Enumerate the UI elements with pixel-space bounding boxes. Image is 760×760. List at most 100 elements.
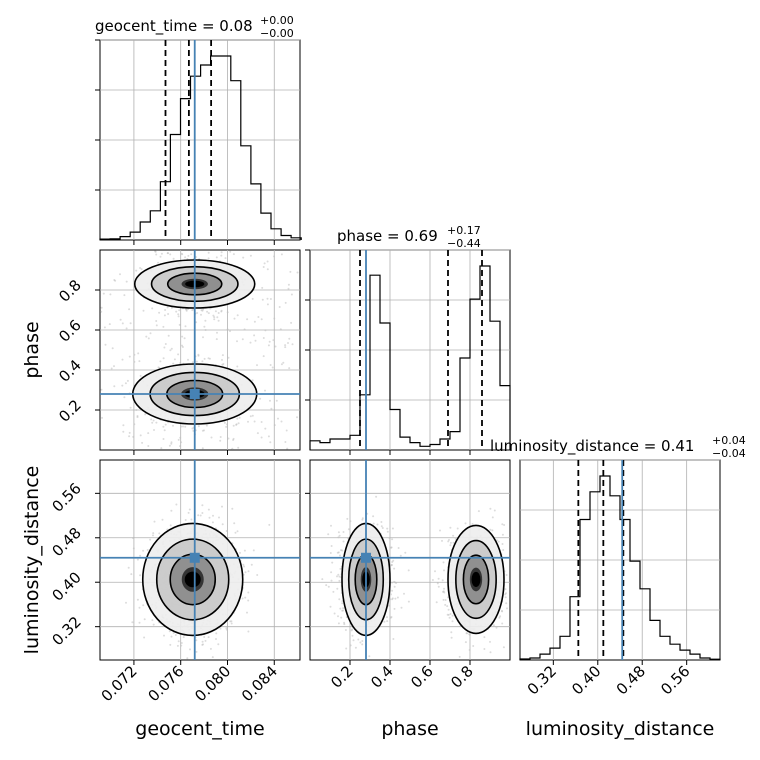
scatter-point <box>342 540 345 543</box>
scatter-point <box>125 280 128 283</box>
scatter-point <box>139 574 142 577</box>
scatter-point <box>338 575 341 578</box>
scatter-point <box>387 604 390 607</box>
scatter-point <box>389 598 392 601</box>
scatter-point <box>349 644 352 647</box>
scatter-point <box>216 316 219 319</box>
scatter-point <box>501 523 504 526</box>
scatter-point <box>181 344 183 347</box>
scatter-point <box>232 253 235 256</box>
x-tick-label-luminosity_distance: 0.40 <box>568 662 604 698</box>
scatter-point <box>152 623 155 626</box>
scatter-point <box>437 585 440 588</box>
contour-line <box>455 539 497 620</box>
scatter-point <box>219 627 222 630</box>
scatter-point <box>169 643 172 646</box>
scatter-point <box>249 341 252 344</box>
scatter-point <box>121 358 124 361</box>
scatter-point <box>162 438 165 440</box>
scatter-point <box>207 508 210 511</box>
scatter-point <box>266 303 269 306</box>
scatter-point <box>154 250 157 253</box>
scatter-point <box>145 335 148 338</box>
scatter-point <box>139 554 142 557</box>
scatter-point <box>249 254 252 257</box>
scatter-point <box>170 306 173 309</box>
scatter-point <box>139 374 142 377</box>
scatter-point <box>241 597 244 600</box>
scatter-point <box>133 353 136 356</box>
scatter-point <box>221 505 223 508</box>
scatter-point <box>152 532 155 535</box>
scatter-point <box>190 253 193 256</box>
scatter-point <box>237 446 240 449</box>
scatter-point <box>204 319 207 322</box>
scatter-point <box>113 385 116 388</box>
scatter-point <box>195 360 198 363</box>
scatter-point <box>349 520 352 523</box>
scatter-point <box>451 620 454 623</box>
scatter-point <box>232 424 235 427</box>
scatter-point <box>391 581 393 584</box>
scatter-point <box>177 353 180 356</box>
scatter-point <box>161 518 164 521</box>
scatter-point <box>242 563 245 566</box>
scatter-point <box>164 309 167 311</box>
scatter-point <box>341 609 344 612</box>
scatter-point <box>505 602 508 605</box>
scatter-point <box>192 429 195 432</box>
scatter-point <box>177 438 180 441</box>
scatter-point <box>225 425 228 428</box>
scatter-point <box>275 399 278 402</box>
scatter-point <box>172 257 175 260</box>
scatter-point <box>131 537 134 539</box>
scatter-point <box>183 337 186 340</box>
scatter-point <box>218 516 220 519</box>
scatter-point <box>195 639 198 642</box>
scatter-point <box>271 366 274 369</box>
scatter-point <box>272 339 275 342</box>
scatter-point <box>330 524 332 527</box>
xlabel-luminosity-distance: luminosity_distance <box>526 718 715 740</box>
scatter-point <box>407 600 410 603</box>
scatter-point <box>184 425 187 428</box>
scatter-point <box>243 328 246 331</box>
scatter-point <box>256 364 258 367</box>
scatter-point <box>289 270 292 273</box>
scatter-point <box>452 541 455 544</box>
scatter-point <box>175 503 178 506</box>
histogram-step <box>99 55 302 240</box>
scatter-point <box>136 416 139 419</box>
scatter-point <box>108 323 111 326</box>
scatter-point <box>146 549 149 551</box>
scatter-point <box>214 310 217 313</box>
scatter-point <box>138 360 141 363</box>
scatter-point <box>352 639 355 642</box>
scatter-point <box>142 604 145 607</box>
scatter-point <box>502 549 505 551</box>
scatter-point <box>162 325 165 328</box>
scatter-point <box>361 518 364 521</box>
xlabel-geocent-time: geocent_time <box>135 718 264 740</box>
scatter-point <box>180 441 183 444</box>
scatter-point <box>375 495 378 498</box>
scatter-point <box>330 545 333 547</box>
scatter-point <box>180 425 183 428</box>
scatter-point <box>242 256 245 259</box>
scatter-point <box>336 551 339 554</box>
scatter-point <box>446 613 449 616</box>
scatter-point <box>501 543 504 545</box>
scatter-point <box>257 316 260 318</box>
scatter-point <box>392 559 395 562</box>
y-tick-label-phase: 0.2 <box>55 396 85 426</box>
scatter-point <box>220 251 223 254</box>
scatter-point <box>101 416 103 419</box>
scatter-point <box>220 254 223 257</box>
scatter-point <box>124 382 127 385</box>
scatter-point <box>247 420 249 423</box>
x-tick-label-luminosity_distance: 0.56 <box>657 662 693 698</box>
scatter-point <box>285 429 288 432</box>
scatter-point <box>472 645 475 647</box>
scatter-point <box>221 354 224 357</box>
